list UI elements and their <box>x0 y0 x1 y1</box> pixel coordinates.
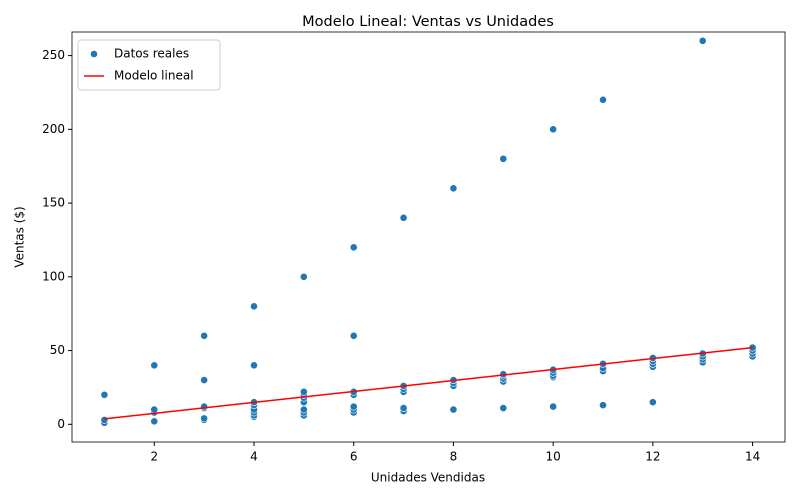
legend-box <box>77 39 221 91</box>
data-point <box>449 184 458 193</box>
data-point <box>499 154 508 163</box>
y-tick-label: 250 <box>42 48 65 62</box>
regression-line <box>104 346 753 420</box>
plot-frame <box>71 31 786 443</box>
data-point <box>200 402 209 411</box>
data-point <box>200 414 209 423</box>
x-tick-label: 14 <box>745 450 760 464</box>
data-point <box>499 404 508 412</box>
data-point <box>349 402 358 411</box>
chart-title: Modelo Lineal: Ventas vs Unidades <box>302 14 554 30</box>
data-point <box>549 402 558 411</box>
data-point <box>150 417 159 426</box>
data-point <box>250 361 258 370</box>
data-point <box>599 95 607 104</box>
data-point <box>299 405 308 414</box>
y-tick-label: 150 <box>42 196 65 210</box>
data-point <box>549 125 558 134</box>
x-tick-label: 4 <box>250 450 258 464</box>
y-axis-label: Ventas ($) <box>13 206 27 267</box>
data-point <box>200 376 209 384</box>
data-point <box>250 302 258 311</box>
data-point <box>100 415 109 424</box>
y-tick-label: 200 <box>42 122 65 136</box>
data-point <box>399 404 408 412</box>
data-point <box>200 331 209 340</box>
data-point <box>299 387 308 396</box>
data-point <box>648 398 657 407</box>
y-tick-label: 100 <box>42 269 65 283</box>
legend-marker <box>90 50 98 58</box>
data-point <box>349 331 358 340</box>
x-tick-label: 10 <box>546 450 561 464</box>
x-tick-label: 6 <box>350 450 358 464</box>
data-point <box>399 213 408 222</box>
data-point <box>698 36 707 45</box>
data-point <box>599 401 607 410</box>
legend-label: Datos reales <box>114 47 189 61</box>
y-tick-label: 0 <box>57 417 65 431</box>
x-tick-label: 8 <box>450 450 458 464</box>
data-point <box>150 361 159 370</box>
data-point <box>299 272 308 281</box>
data-point <box>449 405 458 414</box>
x-axis-label: Unidades Vendidas <box>371 471 485 485</box>
data-point <box>150 405 159 414</box>
x-tick-label: 12 <box>645 450 660 464</box>
y-tick-label: 50 <box>50 343 65 357</box>
data-point <box>349 243 358 252</box>
data-point <box>100 390 109 399</box>
x-tick-label: 2 <box>150 450 158 464</box>
legend-label: Modelo lineal <box>114 69 194 83</box>
